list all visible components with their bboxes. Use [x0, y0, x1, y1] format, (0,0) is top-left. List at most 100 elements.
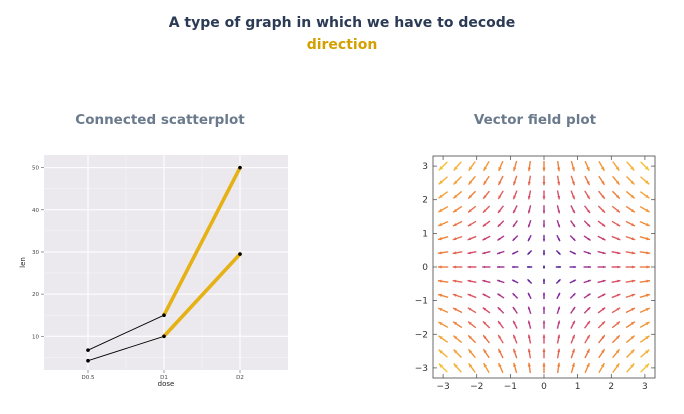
vector-arrow — [512, 190, 518, 200]
vector-arrow — [497, 205, 505, 214]
arrow-head — [468, 166, 473, 171]
arrow-head — [542, 306, 546, 310]
vector-arrow — [570, 334, 576, 344]
vector-arrow — [452, 205, 463, 213]
arrow-head — [498, 334, 502, 339]
vector-arrow — [527, 250, 533, 256]
vector-arrow — [513, 160, 518, 172]
vector-arrow — [527, 175, 532, 186]
arrow-head — [513, 362, 517, 367]
vector-arrow — [512, 235, 519, 242]
arrow-head — [572, 306, 576, 310]
arrow-head — [528, 224, 531, 228]
vector-arrow — [570, 348, 576, 359]
vector-arrow — [611, 205, 621, 213]
vector-arrow — [467, 334, 477, 344]
data-point — [162, 313, 166, 317]
vector-arrow — [542, 362, 546, 374]
arrow-head — [542, 320, 546, 324]
vector-arrow — [611, 321, 621, 329]
arrow-head — [513, 320, 516, 325]
vector-arrow — [452, 220, 463, 227]
arrow-head — [528, 320, 531, 324]
vector-arrow — [482, 279, 491, 284]
arrow-head — [498, 195, 502, 200]
vector-arrow — [639, 279, 651, 283]
arrow-head — [526, 265, 530, 269]
vector-arrow — [512, 175, 518, 186]
arrow-head — [497, 265, 500, 269]
vector-arrow — [626, 363, 635, 373]
vector-arrow — [512, 320, 518, 329]
arrow-head — [631, 265, 636, 269]
vector-arrow — [527, 205, 532, 214]
vector-arrow — [626, 349, 635, 358]
arrow-head — [542, 210, 546, 214]
vector-arrow — [453, 363, 462, 373]
arrow-head — [601, 209, 605, 213]
arrow-head — [438, 293, 443, 297]
arrow-head — [645, 349, 650, 354]
arrow-head — [483, 335, 487, 339]
vector-arrow — [639, 335, 650, 343]
arrow-head — [482, 265, 486, 269]
data-point — [238, 165, 242, 170]
vector-arrow — [453, 176, 462, 185]
arrow-head — [601, 349, 605, 354]
vector-arrow — [556, 234, 561, 242]
vector-arrow — [611, 235, 621, 241]
arrow-head — [617, 265, 621, 269]
arrow-head — [557, 167, 561, 172]
vector-arrow — [452, 279, 463, 283]
vector-arrow — [437, 265, 449, 269]
arrow-head — [645, 321, 650, 326]
vector-arrow — [611, 307, 621, 314]
vector-arrow — [584, 160, 590, 172]
vector-arrow — [597, 220, 606, 228]
arrow-head — [631, 223, 636, 227]
arrow-head — [646, 265, 651, 269]
x-tick-label: D2 — [236, 375, 244, 381]
vector-arrow — [542, 265, 546, 269]
series-segment — [87, 335, 165, 362]
vector-arrow — [512, 348, 518, 359]
arrow-head — [631, 279, 636, 283]
vector-arrow — [597, 279, 606, 284]
arrow-head — [438, 237, 443, 241]
vector-arrow — [611, 190, 621, 200]
arrow-head — [438, 349, 443, 354]
vector-arrow — [570, 320, 576, 329]
arrow-head — [527, 195, 531, 200]
y-tick-label: 30 — [32, 250, 39, 256]
vector-arrow — [639, 206, 651, 213]
arrow-head — [572, 209, 575, 214]
vector-arrow — [468, 161, 476, 172]
arrow-head — [630, 180, 635, 185]
y-tick-label: 40 — [32, 208, 39, 214]
arrow-head — [468, 194, 472, 199]
y-tick-label: 1 — [422, 229, 428, 239]
arrow-head — [483, 349, 487, 354]
vector-arrow — [527, 190, 532, 200]
vector-arrow — [597, 250, 606, 255]
arrow-head — [438, 335, 443, 340]
vector-arrow — [625, 335, 636, 344]
arrow-head — [601, 321, 605, 325]
arrow-head — [572, 238, 576, 241]
vector-arrow — [497, 306, 505, 314]
arrow-head — [571, 181, 575, 186]
arrow-head — [453, 166, 458, 171]
arrow-head — [572, 224, 576, 228]
vector-arrow — [482, 334, 490, 344]
arrow-head — [497, 251, 501, 255]
arrow-head — [498, 321, 502, 325]
arrow-head — [498, 181, 502, 186]
vector-arrow — [512, 306, 518, 314]
vector-arrow — [482, 348, 490, 359]
vector-arrow — [625, 220, 636, 227]
arrow-head — [512, 251, 515, 255]
vector-arrow — [497, 334, 504, 344]
connected-scatterplot-title: Connected scatterplot — [75, 112, 245, 128]
vector-arrow — [497, 293, 505, 299]
